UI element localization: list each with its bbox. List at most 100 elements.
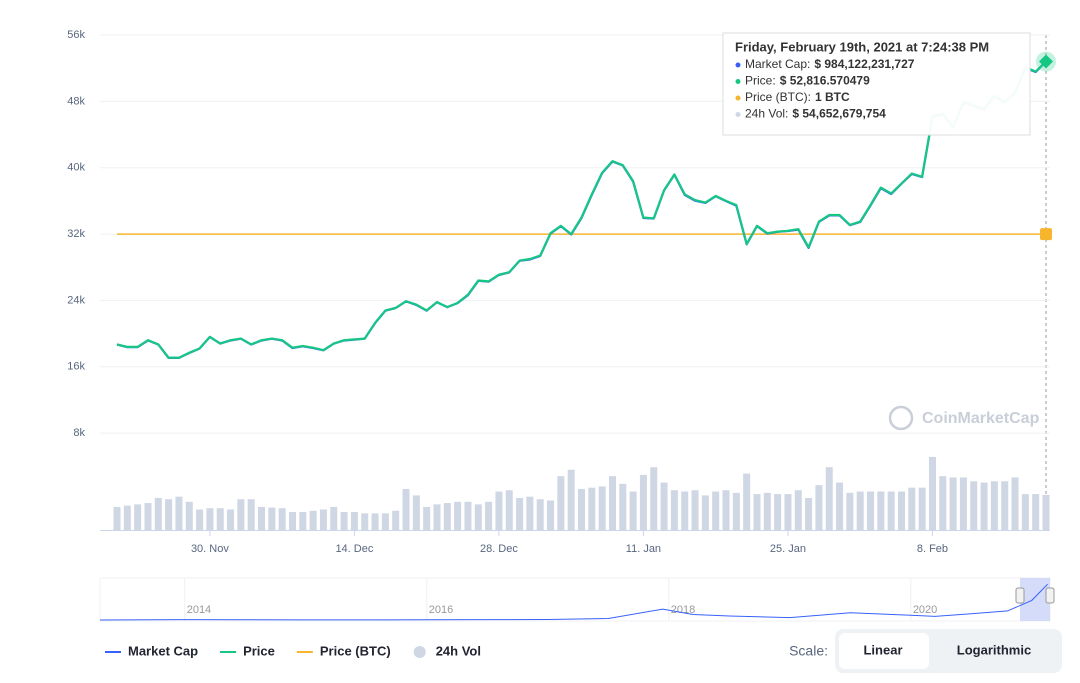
volume-bar bbox=[433, 504, 441, 530]
volume-bar bbox=[196, 509, 204, 530]
volume-bar bbox=[154, 497, 162, 530]
volume-bar bbox=[691, 490, 699, 530]
volume-bar bbox=[288, 512, 296, 530]
volume-bar bbox=[423, 506, 431, 530]
volume-bar bbox=[753, 494, 761, 530]
volume-bar bbox=[712, 491, 720, 530]
volume-bar bbox=[474, 504, 482, 530]
volume-bar bbox=[970, 481, 978, 530]
volume-bar bbox=[877, 491, 885, 530]
volume-bar bbox=[856, 491, 864, 530]
scale-label: Scale: bbox=[789, 643, 828, 659]
watermark-text: CoinMarketCap bbox=[922, 410, 1040, 427]
legend-symbol bbox=[413, 646, 426, 658]
volume-bar bbox=[701, 495, 709, 530]
y-tick-label: 40k bbox=[67, 162, 85, 174]
tooltip-value: $ 54,652,679,754 bbox=[792, 107, 886, 121]
volume-bar bbox=[113, 506, 121, 530]
tooltip-dot bbox=[735, 62, 741, 68]
volume-bar bbox=[392, 510, 400, 530]
volume-bar bbox=[216, 508, 224, 530]
volume-bar bbox=[1032, 494, 1040, 530]
volume-bar bbox=[123, 505, 131, 530]
watermark-logo bbox=[888, 405, 914, 431]
tooltip: Friday, February 19th, 2021 at 7:24:38 P… bbox=[722, 32, 1031, 136]
volume-bar bbox=[949, 477, 957, 530]
volume-bar bbox=[619, 483, 627, 530]
volume-bar bbox=[732, 492, 740, 530]
y-tick-label: 16k bbox=[67, 361, 85, 373]
y-tick-label: 8k bbox=[73, 427, 85, 439]
volume-bar bbox=[557, 476, 565, 530]
hover-marker bbox=[1040, 228, 1052, 241]
tooltip-dot bbox=[735, 95, 741, 101]
y-tick-label: 24k bbox=[67, 294, 85, 306]
volume-bar bbox=[774, 494, 782, 530]
navigator-selection bbox=[1020, 578, 1050, 621]
volume-bar bbox=[928, 456, 936, 530]
navigator bbox=[99, 577, 1051, 622]
tooltip-label: Market Cap: bbox=[745, 57, 810, 71]
tooltip-label: 24h Vol: bbox=[745, 107, 788, 121]
volume-bar bbox=[743, 473, 751, 530]
legend-label: 24h Vol bbox=[436, 643, 481, 658]
legend-label: Price (BTC) bbox=[320, 643, 391, 658]
tooltip-box bbox=[722, 32, 1031, 136]
volume-bar bbox=[454, 501, 462, 530]
volume-bar bbox=[175, 496, 183, 530]
navigator-handle bbox=[1015, 587, 1025, 604]
x-tick-label: 11. Jan bbox=[626, 543, 661, 555]
volume-bar bbox=[897, 491, 905, 530]
volume-bar bbox=[1001, 481, 1009, 530]
volume-bar bbox=[134, 504, 142, 530]
navigator-handle bbox=[1045, 587, 1055, 604]
volume-bar bbox=[908, 487, 916, 530]
volume-bar bbox=[237, 499, 245, 530]
volume-bar bbox=[165, 499, 173, 530]
volume-bar bbox=[464, 501, 472, 530]
volume-bar bbox=[1011, 477, 1019, 530]
volume-bar bbox=[836, 482, 844, 530]
volume-bar bbox=[278, 508, 286, 530]
legend-label: Price bbox=[243, 643, 275, 658]
volume-bar bbox=[247, 499, 255, 530]
volume-bar bbox=[361, 513, 369, 530]
volume-bar bbox=[825, 467, 833, 530]
volume-bar bbox=[536, 499, 544, 530]
volume-bar bbox=[258, 506, 266, 530]
volume-bar bbox=[670, 490, 678, 530]
volume-bar bbox=[206, 508, 214, 530]
volume-bar bbox=[516, 497, 524, 530]
volume-bar bbox=[681, 491, 689, 530]
navigator-label: 2018 bbox=[671, 604, 695, 616]
volume-bar bbox=[588, 487, 596, 530]
volume-bar bbox=[381, 513, 389, 530]
hover-marker bbox=[1039, 54, 1053, 69]
tooltip-label: Price (BTC): bbox=[745, 90, 811, 104]
volume-bar bbox=[495, 491, 503, 530]
volume-bar bbox=[443, 503, 451, 530]
volume-bar bbox=[526, 496, 534, 530]
volume-bar bbox=[939, 476, 947, 530]
scale-option[interactable]: Logarithmic bbox=[957, 642, 1031, 657]
navigator-label: 2014 bbox=[187, 604, 211, 616]
navigator-label: 2020 bbox=[913, 604, 937, 616]
volume-bar bbox=[1021, 494, 1029, 530]
volume-bar bbox=[144, 503, 152, 530]
tooltip-title: Friday, February 19th, 2021 at 7:24:38 P… bbox=[735, 39, 989, 54]
scale-option[interactable]: Linear bbox=[863, 642, 902, 657]
volume-bar bbox=[567, 469, 575, 530]
volume-bar bbox=[887, 491, 895, 530]
y-tick-label: 56k bbox=[67, 29, 85, 41]
y-tick-label: 48k bbox=[67, 95, 85, 107]
volume-bar bbox=[547, 500, 555, 530]
volume-bar bbox=[268, 507, 276, 530]
volume-bar bbox=[505, 490, 513, 530]
x-tick-label: 8. Feb bbox=[917, 543, 948, 555]
watermark: CoinMarketCap bbox=[888, 405, 1040, 431]
volume-bar bbox=[402, 488, 410, 530]
scale-option-bg[interactable] bbox=[839, 633, 929, 669]
tooltip-dot bbox=[735, 79, 741, 84]
volume-bar bbox=[639, 474, 647, 530]
volume-bar bbox=[867, 491, 875, 530]
